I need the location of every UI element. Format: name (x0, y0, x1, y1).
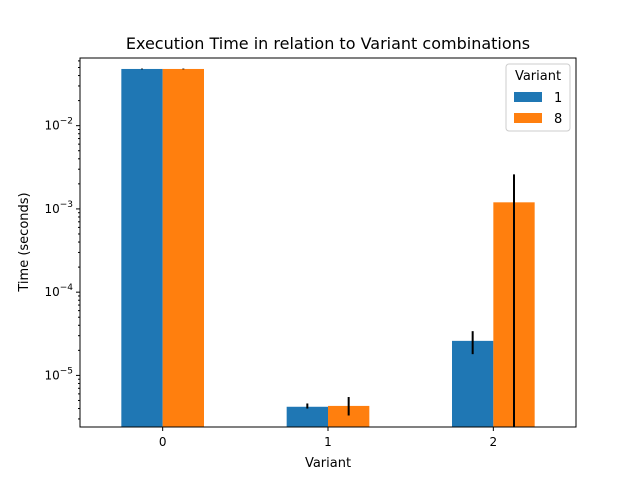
bar-series-1-cat-0 (121, 68, 163, 428)
x-axis: 0 1 2 (159, 427, 497, 449)
error-bars-layer (141, 68, 515, 427)
legend-swatch-series-1 (514, 92, 542, 102)
bar-series-8-cat-0 (162, 68, 204, 428)
x-axis-label: Variant (305, 456, 351, 471)
legend-swatch-series-2 (514, 113, 542, 123)
y-axis-label: Time (seconds) (17, 192, 32, 292)
legend: Variant 1 8 (505, 63, 571, 132)
bar-series-8-cat-1 (328, 405, 370, 427)
bar-series-1-cat-2 (452, 340, 494, 427)
legend-title: Variant (515, 69, 561, 84)
y-tick-label-1: 10−4 (44, 283, 73, 299)
x-tick-label-2: 2 (490, 435, 498, 449)
y-tick-label-3: 10−2 (44, 117, 73, 133)
bars-layer (121, 68, 535, 428)
chart-title: Execution Time in relation to Variant co… (126, 34, 530, 53)
bar-series-1-cat-1 (286, 406, 328, 427)
x-tick-label-1: 1 (324, 435, 332, 449)
legend-label-series-2: 8 (554, 112, 562, 127)
x-tick-label-0: 0 (159, 435, 167, 449)
legend-label-series-1: 1 (554, 91, 562, 106)
y-tick-label-2: 10−3 (44, 200, 73, 216)
y-tick-label-0: 10−5 (44, 366, 73, 382)
y-axis: 10−5 10−4 10−3 10−2 (44, 60, 80, 420)
